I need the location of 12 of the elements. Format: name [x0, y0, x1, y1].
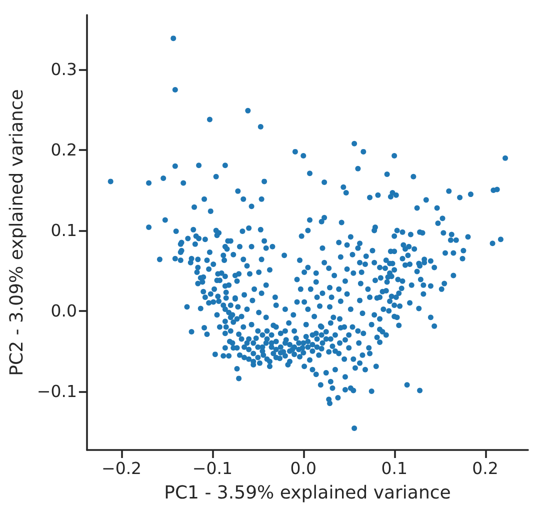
- y-tick-label: 0.1: [50, 220, 77, 240]
- x-tick-label: 0.0: [290, 459, 317, 478]
- x-tick-label: 0.1: [381, 459, 408, 478]
- y-tick-label: 0.0: [50, 301, 77, 320]
- x-axis-title: PC1 - 3.59% explained variance: [164, 482, 451, 504]
- y-tick-label: 0.3: [50, 60, 77, 80]
- x-tick-label: −0.1: [192, 459, 232, 478]
- x-tick-label: −0.2: [101, 459, 142, 478]
- y-tick-label: 0.2: [50, 140, 77, 160]
- y-axis-title: PC2 - 3.09% explained variance: [6, 89, 28, 376]
- x-tick-label: 0.2: [472, 459, 498, 478]
- y-tick-label: −0.1: [36, 382, 77, 401]
